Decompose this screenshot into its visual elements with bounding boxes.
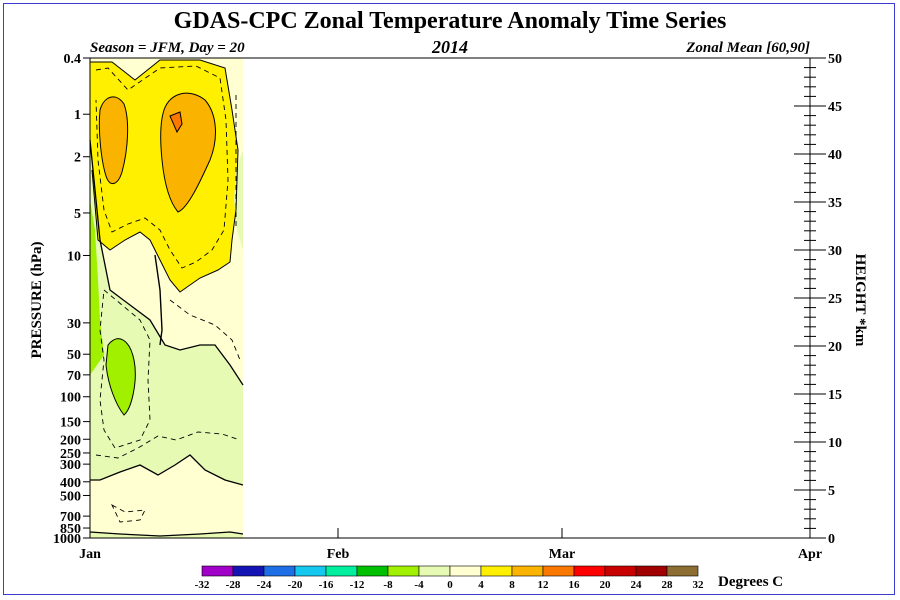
contour-dashed-b	[99, 289, 151, 449]
pressure-tick-label: 400	[60, 476, 81, 491]
pressure-tick-label: 100	[60, 391, 81, 406]
height-tick-label: 5	[828, 484, 835, 499]
pressure-tick-label: 700	[60, 510, 81, 525]
colorbar-swatch	[542, 565, 575, 577]
colorbar-tick-label: 12	[538, 579, 550, 591]
contour-0-upper	[89, 139, 244, 386]
colorbar-tick-label: 0	[447, 579, 453, 591]
colorbar-tick-label: 4	[478, 579, 484, 591]
height-tick-label: 10	[828, 436, 842, 451]
height-tick-label: 50	[828, 52, 842, 67]
pressure-tick-label: 1	[74, 108, 81, 123]
colorbar-swatch	[294, 565, 327, 577]
colorbar-tick-label: -28	[226, 579, 241, 591]
pressure-tick-label: 30	[67, 317, 81, 332]
zonal-mean-label: Zonal Mean [60,90]	[686, 40, 810, 56]
colorbar-swatch	[325, 565, 358, 577]
contour-dashed-c	[169, 299, 241, 361]
time-tick-label: Jan	[79, 547, 101, 562]
height-axis: 0 5 10 15 20 25 30 35 40 45 50	[794, 52, 842, 547]
anomaly-region-8-12-left	[99, 96, 128, 184]
height-tick-label: 15	[828, 388, 842, 403]
colorbar-swatch	[449, 565, 482, 577]
colorbar-swatch	[418, 565, 451, 577]
colorbar-tick-label: 16	[569, 579, 581, 591]
colorbar-swatch	[573, 565, 606, 577]
pressure-tick-label: 0.4	[64, 52, 82, 67]
colorbar: -32 -28 -24 -20 -16 -12 -8 -4 0 4 8 12 16 20 24 28 32	[195, 565, 705, 591]
anomaly-region-neg4-0-bottom	[90, 532, 243, 538]
pressure-tick-label: 2	[74, 151, 81, 166]
contour-0-ridge	[154, 254, 163, 346]
pressure-axis-title: PRESSURE (hPa)	[29, 241, 45, 358]
contour-8-left	[98, 96, 129, 184]
colorbar-tick-label: -20	[288, 579, 303, 591]
pressure-tick-label: 150	[60, 416, 81, 431]
season-day-label: Season = JFM, Day = 20	[90, 40, 245, 56]
pressure-tick-label: 10	[67, 249, 81, 264]
contour-dashed-e	[111, 503, 146, 523]
height-tick-label: 20	[828, 340, 842, 355]
colorbar-swatch	[232, 565, 265, 577]
colorbar-swatch	[387, 565, 420, 577]
height-tick-label: 0	[828, 532, 835, 547]
contour-0-lower	[90, 454, 244, 486]
colorbar-swatch	[666, 565, 699, 577]
pressure-tick-label: 5	[74, 207, 81, 222]
colorbar-swatch	[263, 565, 296, 577]
colorbar-swatch	[511, 565, 544, 577]
height-tick-label: 45	[828, 100, 842, 115]
height-tick-label: 40	[828, 148, 842, 163]
colorbar-tick-label: 32	[693, 579, 705, 591]
chart-title: GDAS-CPC Zonal Temperature Anomaly Time …	[173, 8, 727, 34]
colorbar-swatch	[201, 565, 234, 577]
height-axis-title: HEIGHT *km	[852, 254, 868, 347]
contour-12	[169, 111, 183, 134]
pressure-tick-label: 850	[60, 522, 81, 537]
time-tick-label: Feb	[327, 547, 350, 562]
height-tick-label: 25	[828, 292, 842, 307]
colorbar-swatch	[480, 565, 513, 577]
year-label: 2014	[432, 37, 468, 57]
height-tick-label: 35	[828, 196, 842, 211]
anomaly-region-neg8-neg4	[106, 338, 136, 415]
time-tick-label: Mar	[549, 547, 575, 562]
pressure-tick-label: 50	[67, 348, 81, 363]
colorbar-unit-label: Degrees C	[718, 574, 783, 590]
contour-dashed-d	[95, 431, 241, 459]
contour-4	[90, 59, 239, 293]
colorbar-tick-label: -16	[319, 579, 334, 591]
colorbar-tick-label: 28	[662, 579, 674, 591]
contour-dashed-a	[95, 65, 229, 269]
colorbar-swatch	[356, 565, 389, 577]
height-tick-label: 30	[828, 244, 842, 259]
pressure-tick-label: 70	[67, 369, 81, 384]
colorbar-tick-label: -8	[383, 579, 393, 591]
colorbar-tick-label: -24	[257, 579, 272, 591]
contour-lines	[89, 59, 244, 537]
colorbar-swatch	[635, 565, 668, 577]
time-axis: Jan Feb Mar Apr	[79, 528, 822, 562]
anomaly-region-12-16	[170, 112, 182, 132]
pressure-tick-label: 250	[60, 447, 81, 462]
anomaly-region-neg4-0-edge	[234, 150, 243, 250]
contour-neg4	[105, 338, 136, 416]
time-tick-label: Apr	[798, 547, 822, 562]
pressure-tick-label: 500	[60, 489, 81, 504]
contour-0-bottom	[89, 531, 244, 537]
colorbar-swatch	[604, 565, 637, 577]
colorbar-tick-label: -4	[414, 579, 424, 591]
pressure-tick-label: 300	[60, 458, 81, 473]
colorbar-tick-label: 24	[631, 579, 643, 591]
contour-8-right	[160, 92, 216, 213]
colorbar-tick-label: 20	[600, 579, 612, 591]
colorbar-tick-label: 8	[509, 579, 515, 591]
pressure-tick-label: 1000	[53, 532, 81, 547]
pressure-tick-label: 200	[60, 433, 81, 448]
colorbar-tick-label: -32	[195, 579, 210, 591]
colorbar-tick-label: -12	[350, 579, 365, 591]
